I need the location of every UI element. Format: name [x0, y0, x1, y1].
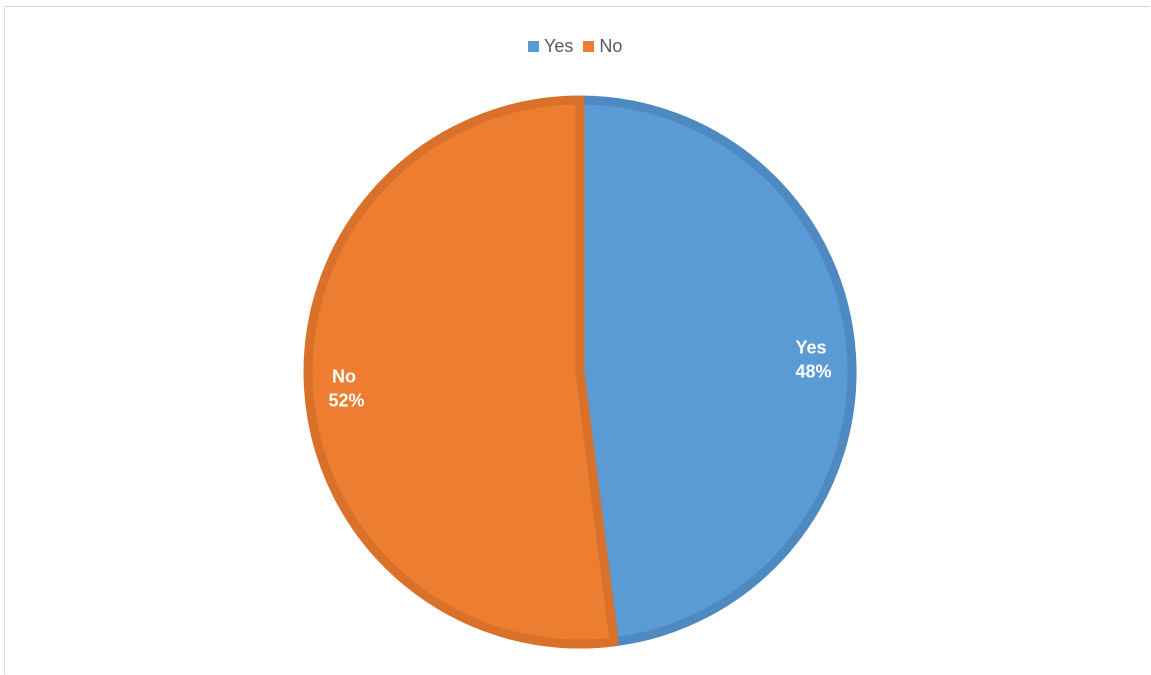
legend-entry-yes: Yes	[528, 36, 573, 57]
legend-entry-no: No	[583, 36, 622, 57]
legend-swatch-yes	[528, 40, 539, 52]
pie-slice-no	[303, 95, 619, 649]
legend-swatch-no	[583, 40, 595, 52]
data-label-no-category: No	[332, 367, 356, 387]
data-label-no: No 52%	[328, 367, 364, 411]
legend-label-no: No	[599, 35, 623, 56]
legend-label-yes: Yes	[544, 35, 574, 56]
chart-legend: Yes No	[528, 36, 622, 56]
data-label-yes-category: Yes	[795, 337, 826, 357]
data-label-no-percent: 52%	[328, 391, 364, 411]
pie-slice-yes	[575, 95, 857, 647]
data-label-yes: Yes 48%	[795, 337, 831, 381]
data-label-yes-percent: 48%	[795, 361, 831, 381]
